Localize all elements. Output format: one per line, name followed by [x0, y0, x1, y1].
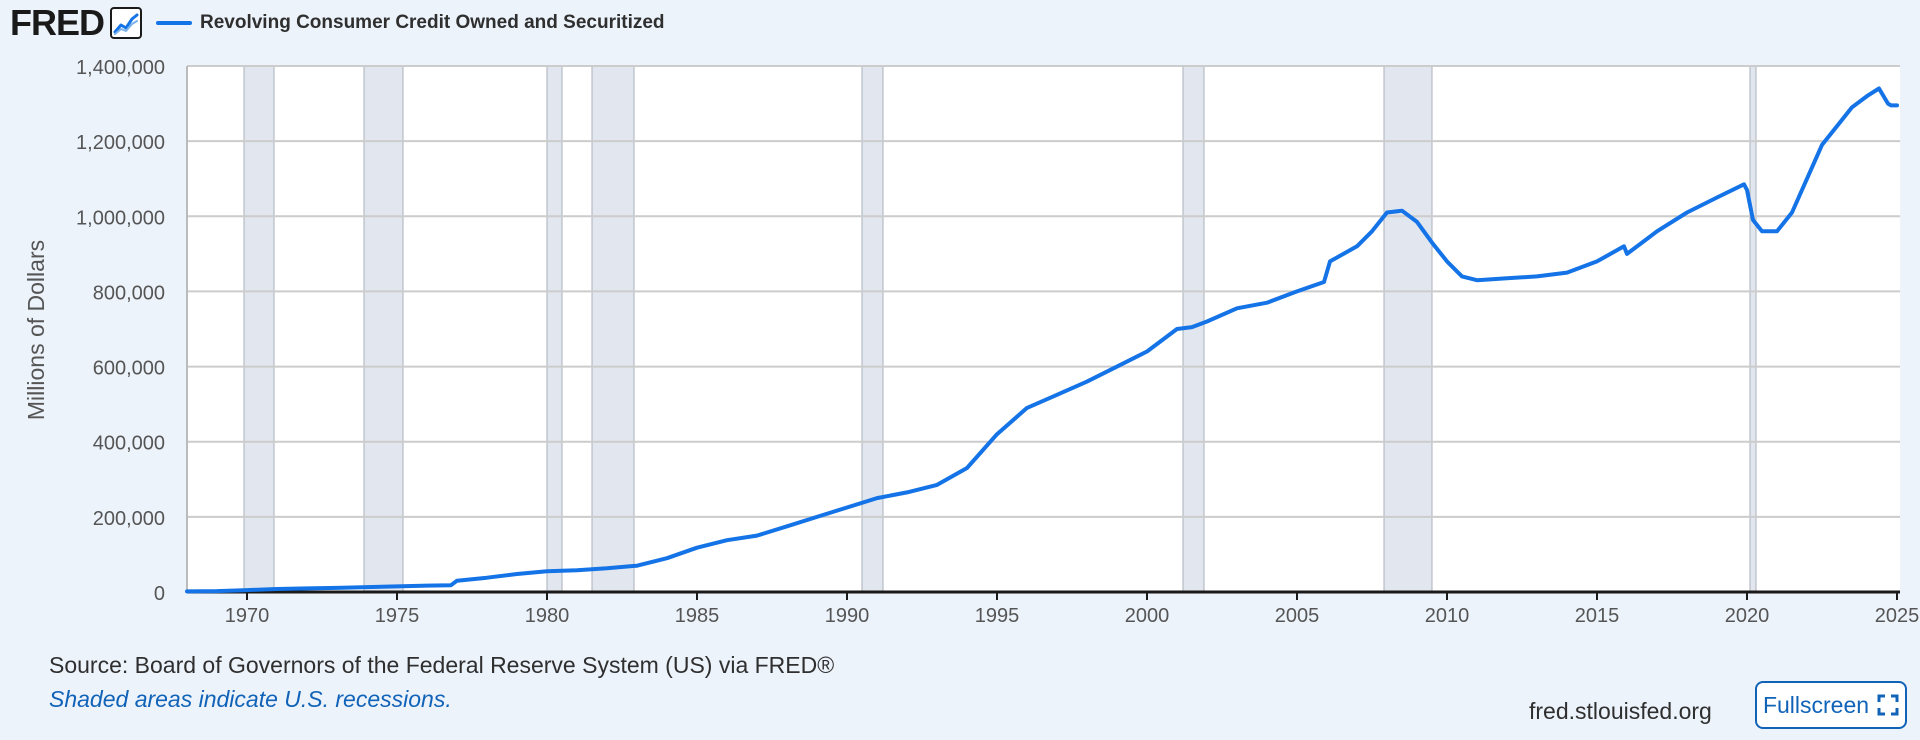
plot-area	[187, 66, 1900, 592]
fullscreen-label: Fullscreen	[1762, 691, 1870, 718]
x-tick-label: 1975	[375, 605, 420, 627]
y-tick-label: 1,200,000	[76, 132, 165, 154]
y-tick-label: 1,400,000	[76, 57, 165, 79]
y-tick-label: 200,000	[93, 508, 165, 530]
x-tick-label: 2005	[1275, 605, 1320, 627]
line-chart: 0 200,000 400,000 600,000 800,000 1,000,000 1,…	[23, 57, 1919, 627]
recession-band	[861, 65, 884, 593]
recession-band	[363, 65, 404, 593]
series-layer	[185, 86, 1899, 594]
x-tick-label: 2020	[1725, 605, 1770, 627]
chart-line-icon	[110, 7, 142, 39]
x-tick-label: 1985	[675, 605, 720, 627]
recession-band	[1749, 65, 1757, 593]
x-tick-label: 2010	[1425, 605, 1470, 627]
fred-logo[interactable]: FRED	[10, 2, 105, 43]
recession-bands	[187, 65, 1900, 593]
x-tick-label: 1995	[975, 605, 1020, 627]
x-tick-label: 1970	[225, 605, 270, 627]
chart-legend: Revolving Consumer Credit Owned and Secu…	[156, 12, 665, 34]
recession-note: Shaded areas indicate U.S. recessions.	[49, 686, 452, 712]
y-axis-label: Millions of Dollars	[23, 240, 49, 420]
y-tick-label: 800,000	[93, 282, 165, 304]
recession-band	[243, 65, 275, 593]
fullscreen-button[interactable]: Fullscreen	[1755, 681, 1907, 729]
site-url[interactable]: fred.stlouisfed.org	[1529, 698, 1712, 724]
expand-icon	[1877, 694, 1899, 716]
grid-lines	[187, 65, 1900, 518]
series-line	[185, 86, 1899, 594]
y-tick-label: 1,000,000	[76, 207, 165, 229]
legend-swatch	[156, 21, 192, 25]
axes: 0 200,000 400,000 600,000 800,000 1,000,000 1,…	[76, 57, 1919, 627]
recession-band	[1383, 65, 1433, 593]
x-tick-label: 2025	[1875, 605, 1920, 627]
y-tick-label: 600,000	[93, 358, 165, 380]
x-tick-label: 2015	[1575, 605, 1620, 627]
y-tick-label: 400,000	[93, 433, 165, 455]
chart-header: FRED Revolving Consumer Credit Owned and…	[10, 4, 665, 42]
recession-band	[591, 65, 635, 593]
source-text: Source: Board of Governors of the Federa…	[49, 652, 835, 678]
recession-band	[546, 65, 563, 593]
x-tick-label: 2000	[1125, 605, 1170, 627]
legend-label: Revolving Consumer Credit Owned and Secu…	[200, 12, 665, 33]
x-tick-label: 1990	[825, 605, 870, 627]
x-tick-label: 1980	[525, 605, 570, 627]
y-tick-label: 0	[154, 583, 165, 605]
